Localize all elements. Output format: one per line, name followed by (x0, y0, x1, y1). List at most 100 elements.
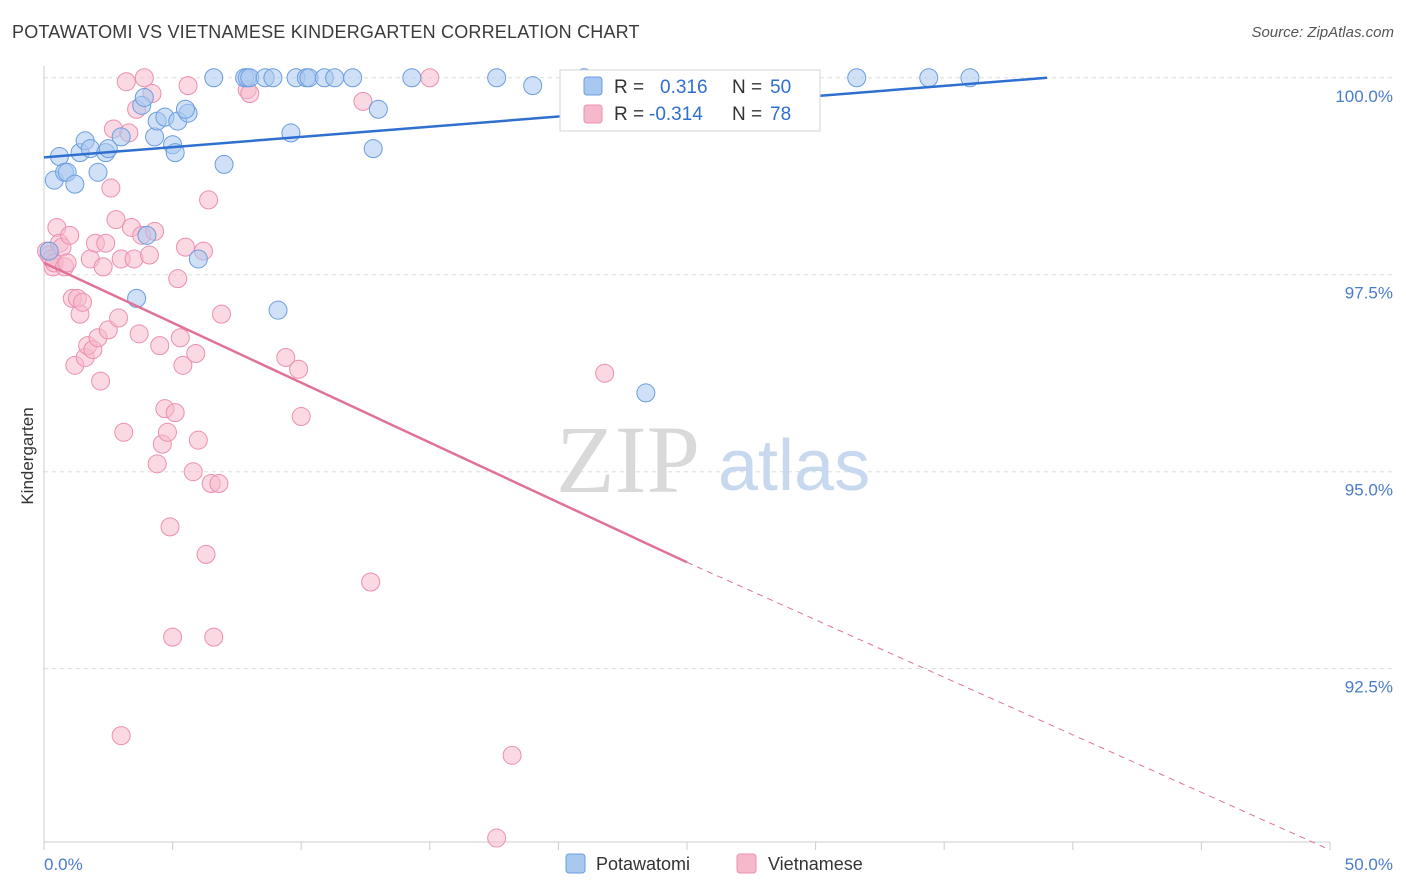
vietnamese-point-75 (502, 745, 522, 765)
potawatomi-point-26 (204, 68, 224, 88)
x-tick-label-min: 0.0% (44, 855, 83, 874)
legend-n-label-1: N = (732, 77, 762, 98)
legend-swatch-vietnamese (583, 104, 603, 124)
potawatomi-point-23 (137, 225, 157, 245)
vietnamese-point-63 (204, 627, 224, 647)
vietnamese-point-47 (157, 422, 177, 442)
vietnamese-point-31 (114, 422, 134, 442)
potawatomi-point-38 (343, 68, 363, 88)
vietnamese-point-64 (209, 474, 229, 494)
chart-title: POTAWATOMI VS VIETNAMESE KINDERGARTEN CO… (12, 22, 640, 42)
vietnamese-point-54 (175, 237, 195, 257)
potawatomi-point-50 (960, 68, 980, 88)
grid-lines (44, 77, 1395, 670)
vietnamese-point-28 (106, 210, 126, 230)
legend-n-value-2: 78 (770, 104, 791, 125)
potawatomi-point-41 (214, 154, 234, 174)
vietnamese-point-23 (93, 257, 113, 277)
potawatomi-point-31 (263, 68, 283, 88)
potawatomi-point-0 (39, 241, 59, 261)
vietnamese-point-65 (211, 304, 231, 324)
legend-r-value-1: 0.316 (660, 77, 708, 98)
y-tick-label-3: 92.5% (1345, 678, 1393, 697)
potawatomi-point-39 (363, 139, 383, 159)
series-legend-swatch-potawatomi (565, 853, 586, 874)
watermark: ZIP atlas (556, 406, 870, 513)
potawatomi-point-9 (88, 162, 108, 182)
series-legend-swatch-vietnamese (736, 853, 757, 874)
potawatomi-trend-line (43, 76, 1048, 159)
vietnamese-point-57 (186, 344, 206, 364)
vietnamese-point-69 (276, 347, 296, 367)
vietnamese-point-60 (196, 544, 216, 564)
legend-r-label-2: R = (614, 104, 644, 125)
vietnamese-point-29 (109, 308, 129, 328)
legend-n-value-1: 50 (770, 77, 791, 98)
legend-swatch-potawatomi (583, 76, 603, 96)
potawatomi-point-21 (188, 249, 208, 269)
vietnamese-point-37 (129, 324, 149, 344)
vietnamese-point-74 (420, 68, 440, 88)
y-axis-title: Kindergarten (18, 407, 37, 504)
vietnamese-point-9 (57, 253, 77, 273)
stats-legend-box (559, 69, 821, 132)
chart-source: Source: ZipAtlas.com (1251, 24, 1394, 41)
vietnamese-point-55 (178, 76, 198, 96)
watermark-zip: ZIP (556, 406, 700, 513)
legend-r-value-2: -0.314 (649, 104, 703, 125)
vietnamese-point-71 (291, 407, 311, 427)
potawatomi-point-45 (523, 76, 543, 96)
potawatomi-point-40 (368, 99, 388, 119)
potawatomi-point-44 (487, 68, 507, 88)
series-legend: Potawatomi Vietnamese (565, 853, 863, 874)
vietnamese-point-58 (188, 430, 208, 450)
vietnamese-point-52 (170, 328, 190, 348)
vietnamese-point-56 (183, 462, 203, 482)
vietnamese-trend-extension (686, 561, 1331, 851)
axes (43, 66, 1331, 850)
vietnamese-point-15 (73, 292, 93, 312)
trend-lines (43, 76, 1331, 851)
potawatomi-point-42 (268, 300, 288, 320)
vietnamese-point-61 (199, 190, 219, 210)
vietnamese-point-43 (147, 454, 167, 474)
vietnamese-point-68 (111, 726, 131, 746)
potawatomi-point-13 (134, 87, 154, 107)
potawatomi-point-22 (175, 99, 195, 119)
vietnamese-point-76 (487, 828, 507, 848)
vietnamese-point-32 (116, 72, 136, 92)
vietnamese-point-70 (289, 359, 309, 379)
potawatomi-point-24 (111, 127, 131, 147)
potawatomi-point-43 (402, 68, 422, 88)
potawatomi-point-49 (919, 68, 939, 88)
legend-n-label-2: N = (732, 104, 762, 125)
vietnamese-point-77 (595, 363, 615, 383)
vietnamese-point-40 (139, 245, 159, 265)
potawatomi-points (39, 68, 980, 403)
vietnamese-point-22 (91, 371, 111, 391)
y-tick-label-2: 95.0% (1345, 481, 1393, 500)
y-tick-label-1: 97.5% (1345, 284, 1393, 303)
vietnamese-point-51 (168, 269, 188, 289)
vietnamese-point-10 (60, 225, 80, 245)
vietnamese-point-39 (134, 68, 154, 88)
series-legend-label-potawatomi: Potawatomi (596, 854, 690, 874)
potawatomi-point-5 (65, 174, 85, 194)
vietnamese-points (37, 68, 615, 848)
watermark-atlas: atlas (718, 426, 870, 506)
x-tick-label-max: 50.0% (1345, 855, 1393, 874)
vietnamese-point-24 (96, 233, 116, 253)
vietnamese-point-48 (160, 517, 180, 537)
series-legend-label-vietnamese: Vietnamese (768, 854, 863, 874)
vietnamese-point-49 (163, 627, 183, 647)
potawatomi-point-37 (325, 68, 345, 88)
vietnamese-trend-line (43, 261, 688, 564)
legend-r-label-1: R = (614, 77, 644, 98)
y-tick-labels: 100.0% 97.5% 95.0% 92.5% (1335, 87, 1393, 697)
stats-legend: R = 0.316 N = 50 R = -0.314 N = 78 (559, 69, 821, 132)
vietnamese-point-26 (101, 178, 121, 198)
vietnamese-point-73 (361, 572, 381, 592)
vietnamese-point-44 (150, 336, 170, 356)
y-tick-label-0: 100.0% (1335, 87, 1393, 106)
